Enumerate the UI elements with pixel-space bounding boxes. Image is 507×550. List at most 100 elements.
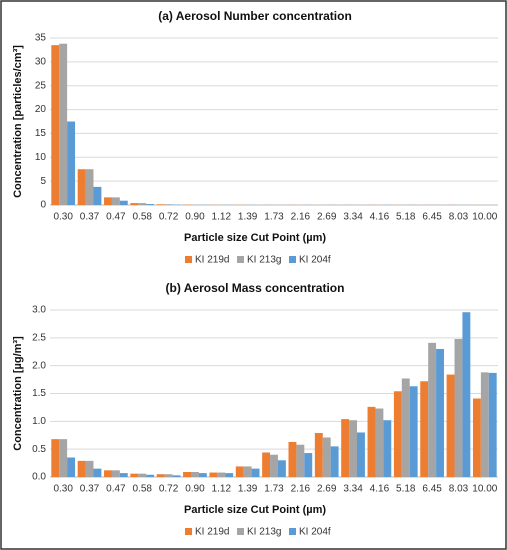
bar	[172, 475, 181, 477]
legend-label: KI 213g	[247, 255, 281, 266]
bar	[59, 439, 68, 477]
bar	[130, 203, 139, 205]
x-tick-label: 3.34	[343, 484, 363, 495]
x-tick-label: 8.03	[449, 484, 469, 495]
legend-label: KI 219d	[195, 527, 229, 538]
x-tick-label: 1.39	[238, 484, 258, 495]
bar	[164, 474, 173, 477]
bar	[235, 466, 244, 477]
y-tick-label: 25	[35, 80, 47, 91]
x-tick-label: 10.00	[472, 484, 497, 495]
bar	[67, 121, 76, 205]
bar	[119, 200, 128, 205]
x-tick-label: 4.16	[370, 212, 390, 223]
bar	[156, 474, 165, 477]
legend-swatch	[237, 528, 244, 535]
x-tick-label: 0.37	[80, 484, 100, 495]
bar	[217, 472, 226, 477]
y-tick-label: 0	[40, 200, 46, 211]
x-tick-label: 1.12	[212, 484, 232, 495]
x-tick-label: 0.30	[53, 484, 73, 495]
legend-swatch	[185, 528, 192, 535]
bar	[93, 186, 102, 205]
bar	[183, 471, 191, 477]
x-tick-label: 0.58	[133, 484, 153, 495]
bar	[472, 398, 481, 477]
bar	[304, 453, 313, 477]
x-tick-label: 10.00	[472, 212, 497, 223]
x-tick-label: 0.30	[53, 212, 73, 223]
legend-swatch	[289, 256, 296, 263]
bar	[164, 204, 173, 205]
bar	[104, 470, 112, 477]
bar	[225, 473, 234, 477]
legend-label: KI 213g	[247, 527, 281, 538]
bar	[59, 43, 68, 206]
x-tick-label: 6.45	[422, 212, 442, 223]
y-tick-label: 20	[35, 104, 47, 115]
bar	[251, 468, 260, 477]
bar	[138, 473, 147, 477]
bar	[146, 474, 155, 477]
bar	[146, 204, 155, 205]
bar	[393, 391, 402, 477]
y-tick-label: 2.5	[32, 332, 46, 343]
bar	[383, 420, 392, 477]
bar	[322, 437, 331, 477]
bar	[156, 204, 165, 205]
bar	[104, 197, 112, 205]
x-tick-label: 0.72	[159, 484, 179, 495]
x-tick-label: 0.47	[106, 212, 126, 223]
bar	[288, 441, 297, 477]
bar	[51, 439, 60, 477]
bar	[462, 312, 471, 477]
bar	[111, 470, 120, 477]
bar	[436, 348, 444, 477]
bar	[77, 460, 86, 477]
y-tick-label: 1.0	[32, 416, 46, 427]
bar	[375, 408, 384, 477]
y-tick-label: 0.0	[32, 472, 46, 483]
legend-label: KI 204f	[299, 255, 331, 266]
x-tick-label: 2.16	[291, 212, 311, 223]
bar	[341, 419, 350, 477]
bar	[190, 471, 199, 477]
bar	[67, 457, 76, 477]
x-axis-title: Particle size Cut Point (µm)	[184, 504, 326, 516]
bar	[77, 169, 86, 205]
y-tick-label: 3.0	[32, 305, 46, 316]
y-axis-title: Concentration [µg/m³]	[12, 336, 24, 451]
y-tick-label: 5	[40, 176, 46, 187]
x-tick-label: 1.39	[238, 212, 258, 223]
x-tick-label: 5.18	[396, 484, 416, 495]
chart-title: (b) Aerosol Mass concentration	[166, 281, 345, 295]
x-tick-label: 2.69	[317, 212, 337, 223]
x-tick-label: 0.90	[185, 212, 205, 223]
y-tick-label: 15	[35, 128, 47, 139]
x-tick-label: 5.18	[396, 212, 416, 223]
bar	[51, 45, 60, 206]
bar	[262, 452, 271, 477]
bar	[314, 433, 323, 477]
y-tick-label: 0.5	[32, 444, 46, 455]
bar	[454, 338, 463, 477]
bar	[85, 460, 94, 477]
x-tick-label: 2.16	[291, 484, 311, 495]
y-tick-label: 1.5	[32, 388, 46, 399]
legend-swatch	[237, 256, 244, 263]
x-tick-label: 6.45	[422, 484, 442, 495]
legend-swatch	[289, 528, 296, 535]
bar	[277, 460, 286, 477]
bar	[119, 473, 128, 477]
bar	[357, 432, 365, 477]
x-tick-label: 4.16	[370, 484, 390, 495]
bar	[198, 473, 207, 477]
y-tick-label: 2.0	[32, 360, 46, 371]
bar	[93, 468, 102, 477]
bar	[330, 446, 339, 477]
legend-label: KI 204f	[299, 527, 331, 538]
bar	[420, 381, 429, 477]
bar	[480, 372, 489, 477]
y-tick-label: 35	[35, 33, 47, 44]
